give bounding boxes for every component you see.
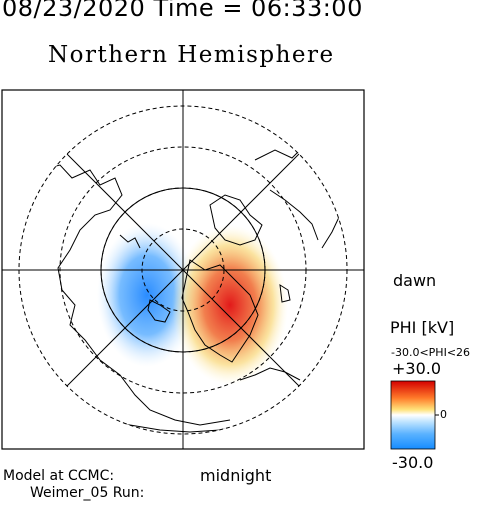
colorbar-mid-label: 0 [440, 408, 447, 421]
model-label: Model at CCMC: [3, 468, 115, 484]
page-title: Northern Hemisphere [48, 42, 335, 68]
header-datetime: 08/23/2020 Time = 06:33:00 [2, 0, 363, 22]
potential-pattern [97, 223, 288, 385]
dawn-label: dawn [393, 271, 437, 290]
colorbar-title: PHI [kV] [390, 318, 455, 337]
potential-positive-cell [172, 225, 288, 385]
meridians [2, 90, 364, 449]
run-label: Weimer_05 Run: [30, 485, 145, 501]
colorbar-range: -30.0<PHI<26 [391, 346, 471, 359]
colorbar-max-label: +30.0 [392, 359, 442, 378]
colorbar [391, 381, 435, 449]
colorbar-min-label: -30.0 [392, 453, 434, 472]
midnight-label: midnight [200, 466, 272, 485]
